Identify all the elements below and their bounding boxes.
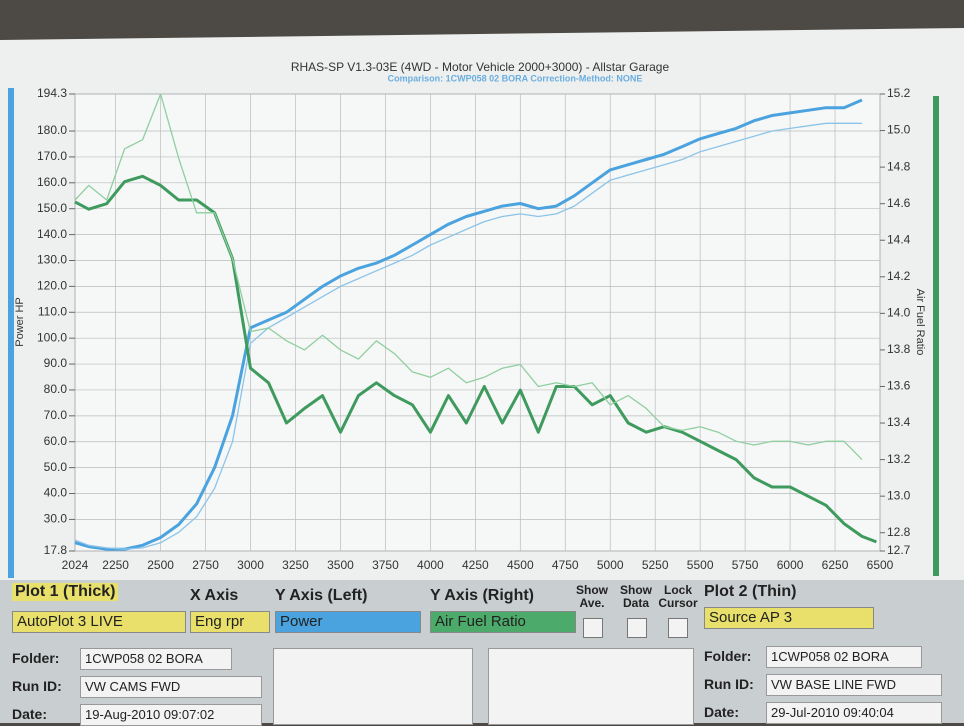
field-label: Folder: <box>12 650 60 666</box>
plot2-source[interactable]: Source AP 3 <box>704 607 874 629</box>
x-tick-label: 3000 <box>237 558 264 572</box>
series-line <box>74 98 863 551</box>
date-value: 29-Jul-2010 09:40:04 <box>766 702 942 724</box>
plot1-source[interactable]: AutoPlot 3 LIVE <box>12 611 186 633</box>
y2-axis-label: Air Fuel Ratio <box>914 289 926 356</box>
field-label: Date: <box>12 706 48 722</box>
y2-tick-label: 13.4 <box>887 415 911 429</box>
series-line <box>74 122 862 550</box>
y2-tick-label: 14.8 <box>887 159 911 173</box>
x-axis-select[interactable]: Eng rpr <box>190 611 270 633</box>
y2-tick-label: 14.0 <box>887 306 911 320</box>
x-tick-label: 3750 <box>372 558 399 572</box>
x-tick-label: 4250 <box>462 558 489 572</box>
y-axis-label: Power HP <box>14 297 26 347</box>
y-right-title: Y Axis (Right) <box>430 587 535 604</box>
y2-tick-label: 13.6 <box>887 379 911 393</box>
y2-tick-label: 14.4 <box>887 232 911 246</box>
right-axis-strip <box>933 96 939 576</box>
y2-tick-label: 14.2 <box>887 269 911 283</box>
y2-tick-label: 13.0 <box>887 488 911 502</box>
series-line <box>74 93 863 461</box>
y-tick-label: 50.0 <box>44 460 68 474</box>
y-tick-label: 100.0 <box>37 330 67 344</box>
x-tick-label: 4000 <box>417 558 444 572</box>
checkbox[interactable] <box>583 618 603 638</box>
x-tick-label: 6000 <box>777 558 804 572</box>
x-tick-label: 4500 <box>507 558 534 572</box>
y-tick-label: 150.0 <box>37 201 67 215</box>
x-tick-label: 5000 <box>597 558 624 572</box>
folder-value: 1CWP058 02 BORA <box>80 648 232 670</box>
x-tick-label: 2750 <box>192 558 219 572</box>
series-line <box>74 174 877 544</box>
x-tick-label: 2250 <box>102 558 129 572</box>
plot2-title: Plot 2 (Thin) <box>704 583 797 600</box>
field-label: Run ID: <box>704 676 754 692</box>
y2-tick-label: 15.2 <box>887 86 911 100</box>
y-tick-label: 90.0 <box>44 356 68 370</box>
y2-tick-label: 12.7 <box>887 543 911 557</box>
y-tick-label: 40.0 <box>44 486 68 500</box>
y-left-title: Y Axis (Left) <box>275 587 368 604</box>
y-tick-label: 130.0 <box>37 253 67 267</box>
checkbox[interactable] <box>668 618 688 638</box>
plot1-title: Plot 1 (Thick) <box>12 583 119 601</box>
y-left-select[interactable]: Power <box>275 611 421 633</box>
y-tick-label: 120.0 <box>37 279 67 293</box>
x-tick-label: 5250 <box>642 558 669 572</box>
y2-tick-label: 12.8 <box>887 525 911 539</box>
blank-panel <box>273 648 473 725</box>
x-tick-label: 6500 <box>867 558 894 572</box>
y-tick-label: 80.0 <box>44 382 68 396</box>
run-id-value: VW CAMS FWD <box>80 676 262 698</box>
y-right-select[interactable]: Air Fuel Ratio <box>430 611 576 633</box>
check-label: Lock Cursor <box>658 583 698 610</box>
x-tick-label: 3250 <box>282 558 309 572</box>
x-tick-label: 5750 <box>732 558 759 572</box>
chart-title: RHAS-SP V1.3-03E (4WD - Motor Vehicle 20… <box>291 60 670 74</box>
date-value: 19-Aug-2010 09:07:02 <box>80 704 262 726</box>
folder-value: 1CWP058 02 BORA <box>766 646 922 668</box>
left-axis-strip <box>8 88 14 578</box>
run-id-value: VW BASE LINE FWD <box>766 674 942 696</box>
check-label: Show Data <box>620 583 652 610</box>
x-tick-label: 2500 <box>147 558 174 572</box>
x-tick-label: 2024 <box>62 558 89 572</box>
y-tick-label: 60.0 <box>44 434 68 448</box>
x-axis-title: X Axis <box>190 587 239 604</box>
y-tick-label: 140.0 <box>37 227 67 241</box>
x-tick-label: 4750 <box>552 558 579 572</box>
y2-tick-label: 13.8 <box>887 342 911 356</box>
y2-tick-label: 15.0 <box>887 123 911 137</box>
check-label: Show Ave. <box>576 583 608 610</box>
y-tick-label: 110.0 <box>38 304 67 318</box>
y-tick-label: 160.0 <box>37 175 67 189</box>
y-tick-label: 180.0 <box>37 123 67 137</box>
y-tick-label: 17.8 <box>44 543 68 557</box>
y-tick-label: 170.0 <box>37 149 67 163</box>
x-tick-label: 6250 <box>822 558 849 572</box>
field-label: Folder: <box>704 648 752 664</box>
y-tick-label: 70.0 <box>44 408 68 422</box>
plot-area <box>74 93 881 552</box>
field-label: Date: <box>704 704 740 720</box>
chart: RHAS-SP V1.3-03E (4WD - Motor Vehicle 20… <box>0 28 964 580</box>
y-tick-label: 30.0 <box>44 512 68 526</box>
x-tick-label: 3500 <box>327 558 354 572</box>
y2-tick-label: 13.2 <box>887 452 911 466</box>
x-tick-label: 5500 <box>687 558 714 572</box>
blank-panel <box>488 648 694 725</box>
chart-subtitle: Comparison: 1CWP058 02 BORA Correction-M… <box>388 73 643 83</box>
checkbox[interactable] <box>627 618 647 638</box>
field-label: Run ID: <box>12 678 62 694</box>
control-panel: Plot 1 (Thick) AutoPlot 3 LIVE X Axis En… <box>0 580 964 726</box>
y2-tick-label: 14.6 <box>887 196 911 210</box>
y-tick-label: 194.3 <box>37 86 67 100</box>
